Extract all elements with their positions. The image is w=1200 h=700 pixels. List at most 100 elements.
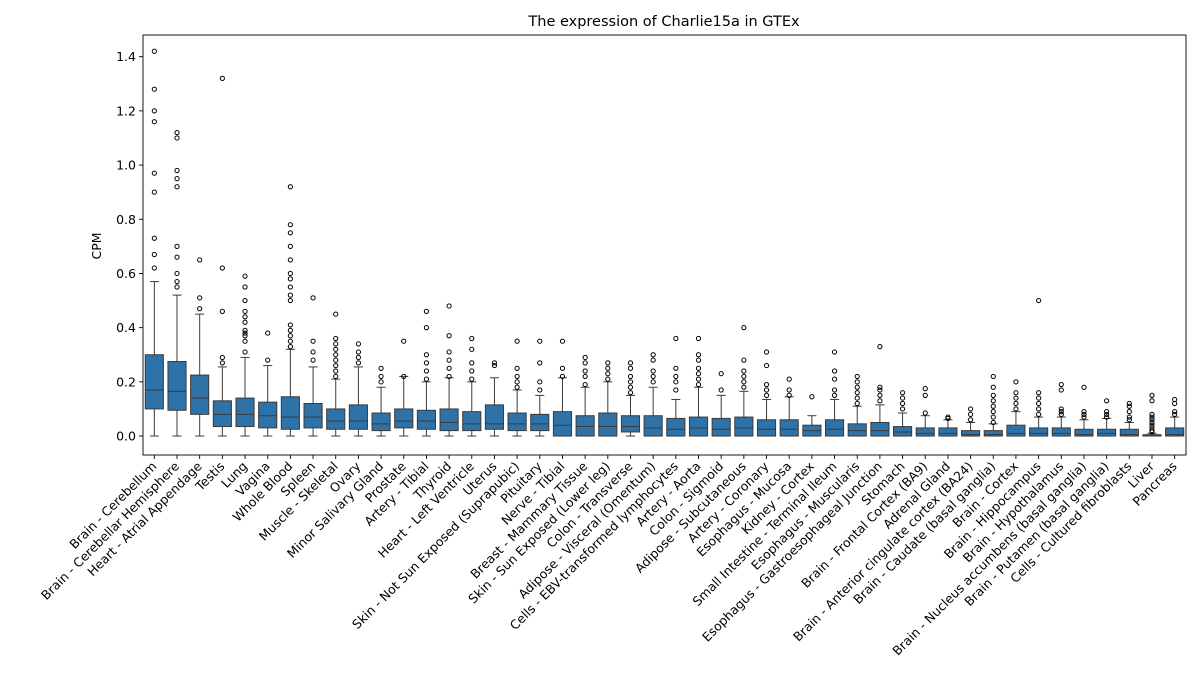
outlier-point: [242, 349, 248, 355]
outlier-point: [627, 365, 634, 371]
outlier-point: [899, 395, 906, 401]
outlier-point: [537, 360, 543, 366]
box-group: [847, 373, 867, 437]
box-group: [484, 360, 505, 437]
box-group: [575, 354, 595, 437]
outlier-point: [650, 352, 656, 358]
outlier-point: [537, 338, 543, 344]
outlier-point: [310, 338, 316, 344]
outlier-point: [854, 390, 860, 396]
box: [575, 415, 595, 437]
outlier-point: [718, 371, 724, 377]
outlier-point: [355, 354, 362, 361]
outlier-point: [741, 357, 747, 363]
outlier-point: [423, 376, 430, 382]
outlier-point: [174, 284, 180, 290]
outlier-point: [831, 387, 838, 393]
outlier-point: [1013, 395, 1019, 401]
outlier-point: [446, 373, 452, 380]
outlier-point: [401, 373, 407, 380]
outlier-point: [854, 373, 860, 380]
outlier-point: [265, 330, 271, 336]
outlier-point: [1036, 395, 1042, 401]
box-group: [1074, 384, 1094, 437]
outlier-point: [446, 349, 452, 355]
outlier-point: [650, 373, 656, 380]
outlier-point: [922, 392, 928, 398]
box: [666, 417, 686, 437]
outlier-point: [763, 362, 770, 369]
box-group: [620, 360, 641, 437]
outlier-point: [469, 376, 475, 382]
y-tick-label: 1.4: [116, 49, 136, 64]
outlier-point: [242, 327, 248, 333]
box: [144, 354, 164, 410]
outlier-point: [537, 379, 543, 385]
box-group: [598, 360, 618, 437]
box: [734, 416, 754, 437]
box-group: [802, 394, 822, 437]
outlier-point: [219, 354, 225, 361]
plot-area: 0.0 0.2 0.4 0.6 0.8 1.0 1.2 1.4 Brain - Cerebell…: [38, 34, 1187, 658]
box-group: [983, 373, 1003, 437]
outlier-point: [333, 373, 339, 380]
outlier-point: [763, 349, 770, 355]
outlier-point: [990, 398, 996, 404]
outlier-point: [741, 368, 747, 374]
box-group: [439, 303, 459, 437]
outlier-point: [287, 230, 293, 236]
outlier-point: [741, 384, 747, 390]
outlier-point: [695, 371, 702, 377]
outlier-point: [990, 403, 996, 409]
box-group: [870, 344, 890, 437]
outlier-point: [401, 338, 407, 344]
outlier-point: [967, 417, 974, 423]
outlier-point: [151, 235, 157, 241]
box-group: [303, 295, 323, 437]
outlier-point: [333, 311, 339, 317]
outlier-point: [1081, 411, 1087, 417]
outlier-point: [1013, 406, 1019, 412]
outlier-point: [1058, 411, 1064, 417]
outlier-point: [174, 129, 180, 136]
outlier-point: [1036, 411, 1042, 417]
outlier-point: [242, 314, 248, 320]
box: [893, 426, 913, 437]
outlier-point: [174, 167, 180, 174]
outlier-point: [673, 387, 679, 393]
box-group: [326, 311, 346, 437]
outlier-point: [627, 360, 634, 366]
box: [552, 411, 573, 437]
outlier-point: [242, 330, 248, 336]
outlier-point: [695, 352, 702, 358]
box-group: [666, 335, 686, 437]
box-group: [1051, 381, 1071, 437]
outlier-point: [1036, 400, 1042, 407]
outlier-point: [242, 273, 248, 279]
plot-frame: [142, 34, 1187, 456]
outlier-point: [151, 108, 157, 114]
box: [416, 409, 436, 430]
outlier-point: [741, 379, 747, 385]
outlier-point: [514, 365, 520, 371]
box: [280, 396, 300, 430]
outlier-point: [1149, 422, 1155, 428]
box-group: [938, 414, 958, 437]
box: [484, 404, 505, 430]
box: [394, 408, 414, 429]
outlier-point: [854, 384, 860, 390]
chart-title: The expression of Charlie15a in GTEx: [527, 14, 800, 30]
outlier-point: [197, 295, 203, 301]
outlier-point: [877, 344, 883, 350]
outlier-point: [582, 360, 588, 366]
outlier-point: [287, 284, 293, 290]
outlier-point: [151, 119, 157, 125]
box: [303, 403, 323, 429]
outlier-point: [673, 365, 679, 371]
outlier-point: [287, 257, 293, 263]
box: [598, 412, 618, 437]
box: [938, 427, 958, 437]
outlier-point: [854, 400, 860, 407]
box: [235, 397, 255, 428]
outlier-point: [877, 387, 883, 393]
